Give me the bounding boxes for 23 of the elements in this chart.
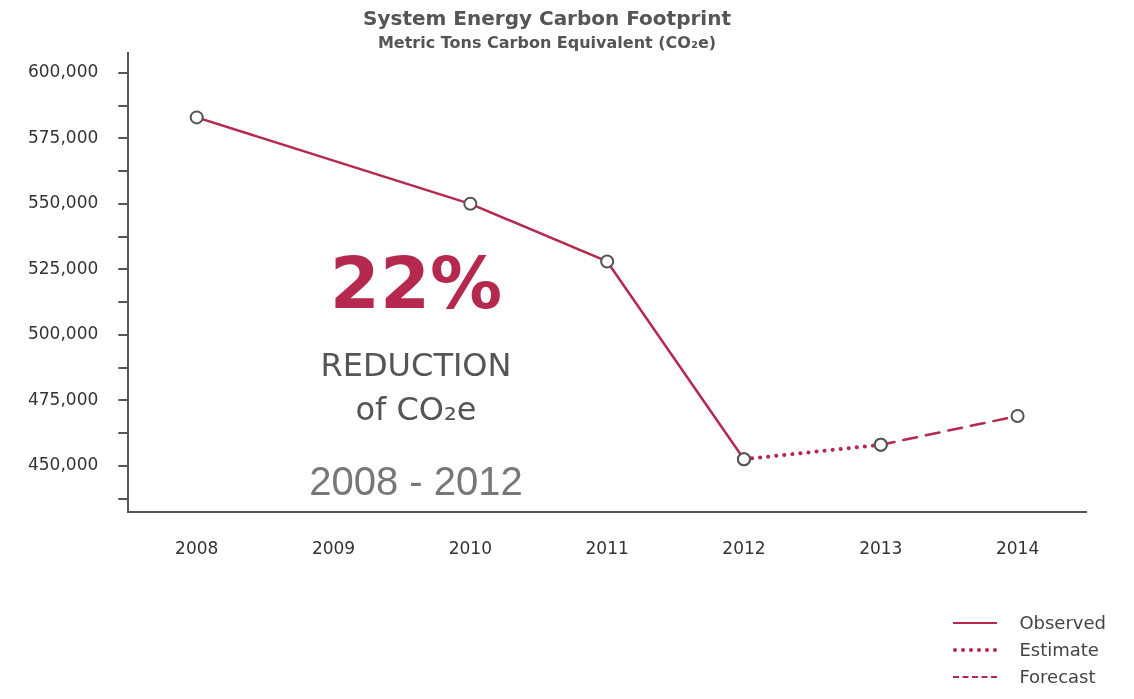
x-tick-label: 2009	[311, 538, 356, 559]
x-tick-label: 2013	[859, 538, 903, 559]
x-tick-label: 2012	[722, 538, 766, 559]
annotation: REDUCTION	[320, 346, 512, 385]
annotation: 2008 - 2012	[309, 459, 523, 504]
x-tick-label: 2011	[585, 538, 629, 559]
x-tick-label: 2010	[448, 538, 492, 559]
y-tick-label: 500,000	[27, 323, 99, 344]
y-tick-label: 450,000	[27, 454, 99, 475]
annotation: 22%	[329, 241, 503, 326]
legend-label: Forecast	[1019, 666, 1096, 687]
x-tick-label: 2008	[175, 538, 219, 559]
y-tick-label: 575,000	[27, 126, 99, 147]
y-tick-label: 600,000	[27, 61, 99, 82]
chart-subtitle: Metric Tons Carbon Equivalent (CO₂e)	[377, 32, 717, 52]
legend-label: Estimate	[1019, 639, 1099, 660]
annotation: of CO₂e	[355, 390, 477, 429]
chart-title: System Energy Carbon Footprint	[363, 6, 732, 31]
x-tick-label: 2014	[995, 538, 1040, 559]
y-tick-label: 525,000	[27, 257, 99, 278]
y-tick-label: 550,000	[27, 192, 99, 213]
y-tick-label: 475,000	[27, 388, 99, 409]
legend-label: Observed	[1019, 612, 1106, 633]
